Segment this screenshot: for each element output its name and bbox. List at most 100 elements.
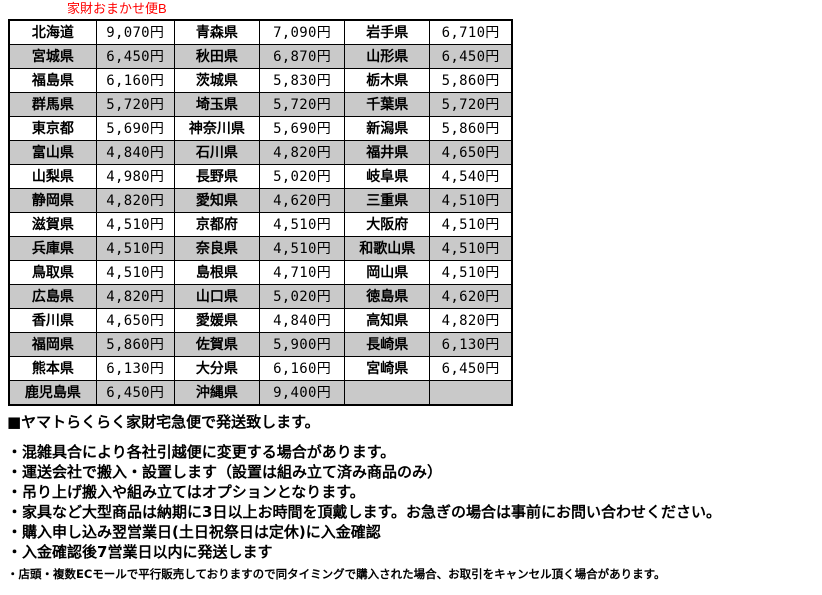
price-cell: 4,510円 [429,236,513,261]
price-cell: 5,720円 [95,92,175,117]
table-row: 広島県 4,820円 山口県 5,020円 徳島県 4,620円 [8,284,513,309]
price-cell: 4,510円 [258,212,346,237]
prefecture-cell: 栃木県 [344,68,431,93]
price-cell: 4,840円 [258,308,346,333]
prefecture-cell: 神奈川県 [173,116,260,141]
price-cell: 7,090円 [258,19,346,45]
price-cell: 5,900円 [258,332,346,357]
prefecture-cell: 香川県 [8,308,97,333]
prefecture-cell: 山形県 [344,44,431,69]
prefecture-cell: 沖縄県 [173,380,260,406]
price-cell: 4,620円 [429,284,513,309]
table-row: 富山県 4,840円 石川県 4,820円 福井県 4,650円 [8,140,513,165]
price-cell: 6,160円 [258,356,346,381]
price-cell: 4,510円 [429,188,513,213]
price-cell: 5,720円 [258,92,346,117]
price-cell-empty [429,380,513,406]
table-row: 熊本県 6,130円 大分県 6,160円 宮崎県 6,450円 [8,356,513,381]
price-cell: 5,020円 [258,164,346,189]
prefecture-cell: 和歌山県 [344,236,431,261]
note-line-2: ・運送会社で搬入・設置します（設置は組み立て済み商品のみ） [7,463,443,481]
note-line-3: ・吊り上げ搬入や組み立てはオプションとなります。 [7,483,365,501]
price-cell: 5,860円 [95,332,175,357]
prefecture-cell: 山口県 [173,284,260,309]
price-cell: 4,510円 [258,236,346,261]
price-cell: 6,450円 [429,44,513,69]
prefecture-cell: 秋田県 [173,44,260,69]
price-cell: 6,130円 [95,356,175,381]
prefecture-cell: 岡山県 [344,260,431,285]
prefecture-cell: 茨城県 [173,68,260,93]
prefecture-cell: 福岡県 [8,332,97,357]
prefecture-cell: 滋賀県 [8,212,97,237]
prefecture-cell: 山梨県 [8,164,97,189]
price-cell: 4,820円 [95,284,175,309]
price-cell: 6,450円 [95,44,175,69]
prefecture-cell: 熊本県 [8,356,97,381]
price-cell: 5,020円 [258,284,346,309]
price-cell: 4,510円 [95,212,175,237]
prefecture-cell: 奈良県 [173,236,260,261]
prefecture-cell: 宮城県 [8,44,97,69]
prefecture-cell: 福島県 [8,68,97,93]
table-row: 宮城県 6,450円 秋田県 6,870円 山形県 6,450円 [8,44,513,69]
prefecture-cell: 鹿児島県 [8,380,97,406]
price-cell: 6,870円 [258,44,346,69]
prefecture-cell: 千葉県 [344,92,431,117]
table-row: 福島県 6,160円 茨城県 5,830円 栃木県 5,860円 [8,68,513,93]
prefecture-cell: 愛媛県 [173,308,260,333]
prefecture-cell: 三重県 [344,188,431,213]
price-table-body: 北海道 9,070円 青森県 7,090円 岩手県 6,710円 宮城県 6,4… [8,19,513,406]
prefecture-cell: 兵庫県 [8,236,97,261]
prefecture-cell: 福井県 [344,140,431,165]
prefecture-cell: 高知県 [344,308,431,333]
table-row: 東京都 5,690円 神奈川県 5,690円 新潟県 5,860円 [8,116,513,141]
prefecture-cell: 島根県 [173,260,260,285]
prefecture-cell-empty [344,380,431,406]
shipping-price-table: 北海道 9,070円 青森県 7,090円 岩手県 6,710円 宮城県 6,4… [8,19,513,406]
table-row: 福岡県 5,860円 佐賀県 5,900円 長崎県 6,130円 [8,332,513,357]
price-cell: 6,450円 [429,356,513,381]
note-line-6: ・入金確認後7営業日以内に発送します [7,543,273,561]
price-cell: 4,820円 [429,308,513,333]
table-row: 群馬県 5,720円 埼玉県 5,720円 千葉県 5,720円 [8,92,513,117]
price-cell: 5,690円 [258,116,346,141]
note-line-4: ・家具など大型商品は納期に3日以上お時間を頂戴します。お急ぎの場合は事前にお問い… [7,503,721,521]
price-cell: 4,540円 [429,164,513,189]
prefecture-cell: 長崎県 [344,332,431,357]
price-cell: 4,510円 [429,212,513,237]
prefecture-cell: 埼玉県 [173,92,260,117]
shipping-notes: ■ヤマトらくらく家財宅急便で発送致します。 ・混雑具合により各社引越便に変更する… [7,412,815,584]
prefecture-cell: 北海道 [8,19,97,45]
price-cell: 5,860円 [429,68,513,93]
prefecture-cell: 静岡県 [8,188,97,213]
note-line-5: ・購入申し込み翌営業日(土日祝祭日は定休)に入金確認 [7,523,381,541]
price-cell: 4,980円 [95,164,175,189]
price-cell: 4,820円 [258,140,346,165]
prefecture-cell: 群馬県 [8,92,97,117]
prefecture-cell: 富山県 [8,140,97,165]
prefecture-cell: 新潟県 [344,116,431,141]
price-cell: 4,510円 [95,260,175,285]
prefecture-cell: 大分県 [173,356,260,381]
table-title: 家財おまかせ便B [67,1,167,16]
prefecture-cell: 広島県 [8,284,97,309]
table-row: 香川県 4,650円 愛媛県 4,840円 高知県 4,820円 [8,308,513,333]
note-fine-print: ・店頭・複数ECモールで平行販売しておりますので同タイミングで購入された場合、お… [7,567,666,581]
notes-heading: ■ヤマトらくらく家財宅急便で発送致します。 [7,413,320,431]
price-cell: 4,650円 [95,308,175,333]
table-row: 静岡県 4,820円 愛知県 4,620円 三重県 4,510円 [8,188,513,213]
table-row: 兵庫県 4,510円 奈良県 4,510円 和歌山県 4,510円 [8,236,513,261]
price-cell: 5,860円 [429,116,513,141]
table-row: 鳥取県 4,510円 島根県 4,710円 岡山県 4,510円 [8,260,513,285]
prefecture-cell: 徳島県 [344,284,431,309]
price-cell: 4,710円 [258,260,346,285]
price-cell: 6,130円 [429,332,513,357]
table-row: 北海道 9,070円 青森県 7,090円 岩手県 6,710円 [8,19,513,45]
note-line-1: ・混雑具合により各社引越便に変更する場合があります。 [7,443,396,461]
prefecture-cell: 東京都 [8,116,97,141]
price-cell: 4,620円 [258,188,346,213]
price-cell: 6,450円 [95,380,175,406]
price-cell: 5,830円 [258,68,346,93]
table-row: 滋賀県 4,510円 京都府 4,510円 大阪府 4,510円 [8,212,513,237]
